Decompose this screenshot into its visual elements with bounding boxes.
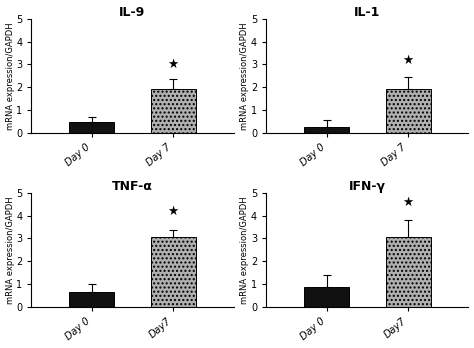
Bar — [69, 292, 114, 307]
Y-axis label: mRNA expression/GAPDH: mRNA expression/GAPDH — [240, 196, 249, 304]
Text: ★: ★ — [402, 54, 414, 67]
Title: IL-1: IL-1 — [354, 6, 381, 18]
Text: ★: ★ — [167, 58, 179, 71]
Bar — [69, 122, 114, 133]
Bar — [386, 237, 430, 307]
Bar — [151, 237, 196, 307]
Y-axis label: mRNA expression/GAPDH: mRNA expression/GAPDH — [240, 22, 249, 130]
Text: ★: ★ — [402, 196, 414, 209]
Title: IL-9: IL-9 — [119, 6, 146, 18]
Title: IFN-γ: IFN-γ — [349, 180, 386, 192]
Bar — [304, 127, 349, 133]
Bar — [304, 287, 349, 307]
Title: TNF-α: TNF-α — [112, 180, 153, 192]
Y-axis label: mRNA expression/GAPDH: mRNA expression/GAPDH — [6, 22, 15, 130]
Text: ★: ★ — [167, 205, 179, 218]
Bar — [151, 89, 196, 133]
Y-axis label: mRNA expression/GAPDH: mRNA expression/GAPDH — [6, 196, 15, 304]
Bar — [386, 89, 430, 133]
